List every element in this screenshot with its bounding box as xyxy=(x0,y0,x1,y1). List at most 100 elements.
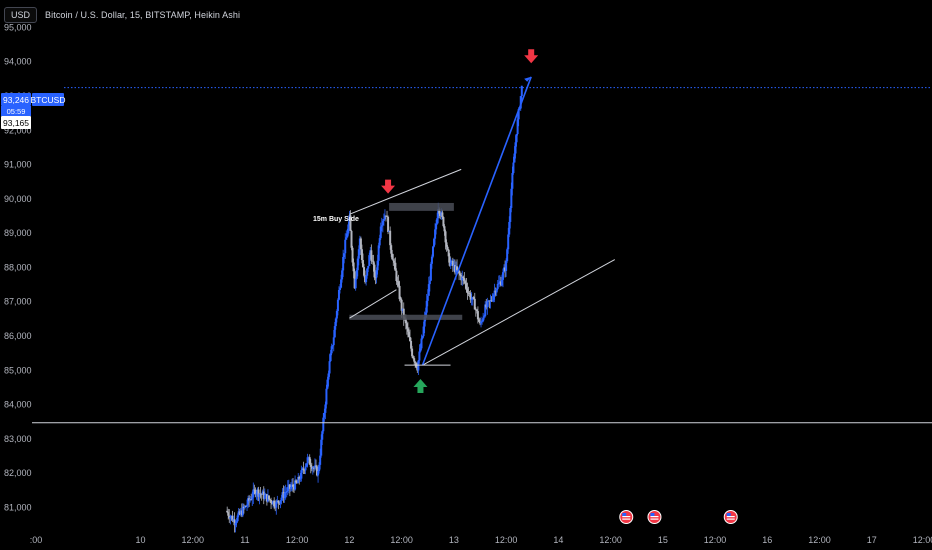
candle-body xyxy=(438,208,441,214)
candle-body xyxy=(520,85,523,97)
x-tick-label: 12:00 xyxy=(599,535,622,545)
candle-body xyxy=(458,270,461,274)
candle-body xyxy=(448,256,451,266)
candle-body xyxy=(291,484,294,487)
arrow-up-icon xyxy=(413,379,428,393)
candle-body xyxy=(305,463,308,467)
markers-layer xyxy=(381,49,539,393)
candle-body xyxy=(400,299,403,311)
candle-body xyxy=(513,153,516,163)
candle-body xyxy=(354,278,357,289)
event-icon-stripe xyxy=(622,518,631,520)
candle-body xyxy=(474,309,477,311)
candle-body xyxy=(420,338,423,349)
candle-body xyxy=(454,266,457,273)
candle-body xyxy=(351,247,354,263)
candle-body xyxy=(503,267,506,273)
candle-body xyxy=(327,373,330,380)
candle-body xyxy=(407,331,410,338)
candle-body xyxy=(300,470,303,479)
price-zone[interactable] xyxy=(389,202,454,211)
candle-body xyxy=(430,256,433,264)
event-icons-layer xyxy=(619,510,738,524)
trend-line[interactable] xyxy=(422,259,616,366)
buy-side-label: 15m Buy Side xyxy=(313,216,359,223)
candle-body xyxy=(500,279,503,286)
candle-body xyxy=(441,212,444,218)
candle-body xyxy=(316,466,319,476)
candle-body xyxy=(511,173,514,189)
candle-body xyxy=(471,297,474,300)
us-flag-event-icon[interactable] xyxy=(619,510,634,524)
x-tick-label: 12:00 xyxy=(913,535,932,545)
candle-body xyxy=(302,468,305,470)
arrow-down-icon xyxy=(524,49,539,64)
candle-body xyxy=(445,242,448,247)
candle-body xyxy=(396,281,399,282)
candle-body xyxy=(476,311,479,320)
candle-body xyxy=(435,223,438,230)
candle-body xyxy=(383,215,386,220)
candle-body xyxy=(414,361,417,363)
projection-line[interactable] xyxy=(421,76,532,366)
candle-body xyxy=(238,511,241,514)
us-flag-event-icon[interactable] xyxy=(647,510,662,524)
candle-body xyxy=(406,328,409,332)
candle-body xyxy=(297,476,300,484)
price-zone[interactable] xyxy=(349,314,463,320)
candle-body xyxy=(318,464,321,472)
candle-body xyxy=(280,497,283,501)
candle-body xyxy=(465,283,468,289)
us-flag-event-icon[interactable] xyxy=(723,510,738,524)
trend-line[interactable] xyxy=(349,168,462,215)
candle-body xyxy=(369,250,372,256)
candle-body xyxy=(437,208,440,219)
trend-line[interactable] xyxy=(349,289,397,319)
x-tick-label: :00 xyxy=(30,535,43,545)
candle-body xyxy=(427,284,430,296)
candle-body xyxy=(496,283,499,289)
candle-body xyxy=(364,275,367,283)
candle-body xyxy=(336,299,339,311)
candle-body xyxy=(267,495,270,500)
candle-body xyxy=(340,279,343,288)
candle-body xyxy=(345,237,348,240)
candle-body xyxy=(352,262,355,272)
candle-body xyxy=(326,379,329,389)
last-price-tag: 93,246 05:59 xyxy=(1,93,31,116)
candle-body xyxy=(255,493,258,495)
candle-body xyxy=(393,260,396,263)
last-price-value: 93,246 xyxy=(3,95,29,105)
candle-body xyxy=(390,245,393,254)
candle-body xyxy=(498,281,501,283)
candle-body xyxy=(260,494,263,495)
event-icon-canton xyxy=(726,513,731,516)
candle-body xyxy=(466,288,469,293)
currency-button[interactable]: USD xyxy=(4,7,38,23)
candle-body xyxy=(361,260,364,268)
projection-arrowhead xyxy=(524,76,532,82)
candle-body xyxy=(231,515,234,521)
candle-body xyxy=(272,500,275,505)
candle-body xyxy=(356,258,359,271)
candle-body xyxy=(485,304,488,308)
candle-body xyxy=(253,489,256,491)
candle-body xyxy=(284,492,287,494)
candle-body xyxy=(379,226,382,239)
candle-body xyxy=(293,486,296,490)
candle-body xyxy=(433,238,436,247)
candle-body xyxy=(505,261,508,271)
candle-body xyxy=(515,134,518,143)
candle-body xyxy=(423,316,426,327)
candle-body xyxy=(495,288,498,293)
candle-body xyxy=(334,318,337,327)
candle-body xyxy=(425,300,428,313)
x-axis[interactable]: :00 10 12:00 11 12:00 12 12:00 13 12:00 14 12:00 15… xyxy=(30,535,932,545)
y-tick-label: 94,000 xyxy=(4,57,32,67)
x-tick-label: 15 xyxy=(658,535,668,545)
candle-body xyxy=(439,213,442,216)
event-icon-stripe xyxy=(726,518,735,520)
candle-body xyxy=(468,292,471,294)
